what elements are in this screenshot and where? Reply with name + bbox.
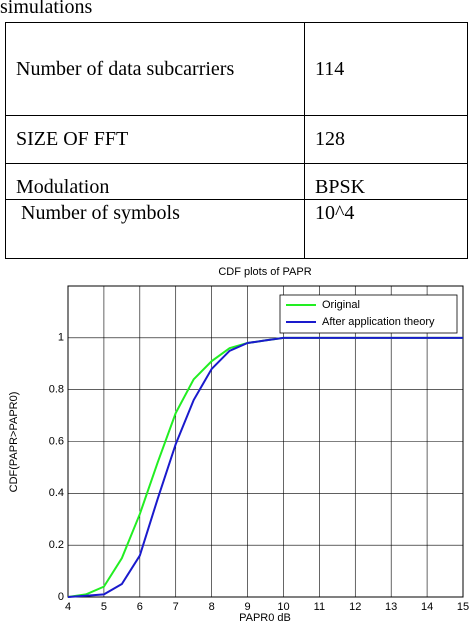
y-tick-label: 0.2 [49, 539, 64, 551]
cell: Modulation [5, 163, 305, 200]
heading: simulations [0, 0, 93, 18]
x-tick-label: 12 [349, 601, 361, 613]
x-tick-label: 11 [314, 601, 325, 613]
x-axis-label: PAPR0 dB [239, 612, 291, 624]
y-tick-label: 0 [58, 591, 64, 603]
chart-title: CDF plots of PAPR [218, 266, 311, 278]
legend-label: After application theory [322, 316, 435, 328]
series-line [67, 336, 463, 598]
cell: 10^4 [304, 199, 468, 259]
y-tick-label: 1 [58, 332, 64, 344]
x-tick-label: 7 [173, 601, 179, 613]
row: Number of data subcarriers 114 [5, 22, 468, 116]
cell: Number of symbols [5, 199, 305, 259]
legend-label: Original [322, 299, 360, 311]
cell: SIZE OF FFT [5, 115, 305, 164]
row: Modulation BPSK [5, 163, 468, 200]
x-tick-label: 8 [209, 601, 215, 613]
legend-box [279, 294, 458, 334]
x-tick-label: 10 [277, 601, 289, 613]
y-tick-label: 0.8 [49, 384, 64, 396]
row: SIZE OF FFT 128 [5, 115, 468, 164]
cell: 114 [304, 22, 468, 116]
cell: Number of data subcarriers [5, 22, 305, 116]
y-axis-label: CDF(PAPR>PAPR0) [8, 392, 20, 493]
axes-box [67, 285, 464, 598]
x-tick-label: 5 [101, 601, 107, 613]
row: Number of symbols 10^4 [5, 199, 468, 259]
x-tick-label: 15 [457, 601, 469, 613]
chart: CDF plots of PAPR PAPR0 dB CDF(PAPR>PAPR… [8, 266, 469, 624]
x-tick-label: 6 [137, 601, 143, 613]
cell: BPSK [304, 163, 468, 200]
cell: 128 [304, 115, 468, 164]
y-tick-label: 0.6 [49, 435, 64, 447]
parameter-table: Number of data subcarriers 114 SIZE OF FF… [5, 22, 468, 259]
y-tick-label: 0.4 [49, 487, 64, 499]
x-tick-label: 13 [385, 601, 397, 613]
x-tick-label: 9 [244, 601, 250, 613]
x-tick-label: 4 [65, 601, 71, 613]
x-tick-label: 14 [421, 601, 433, 613]
